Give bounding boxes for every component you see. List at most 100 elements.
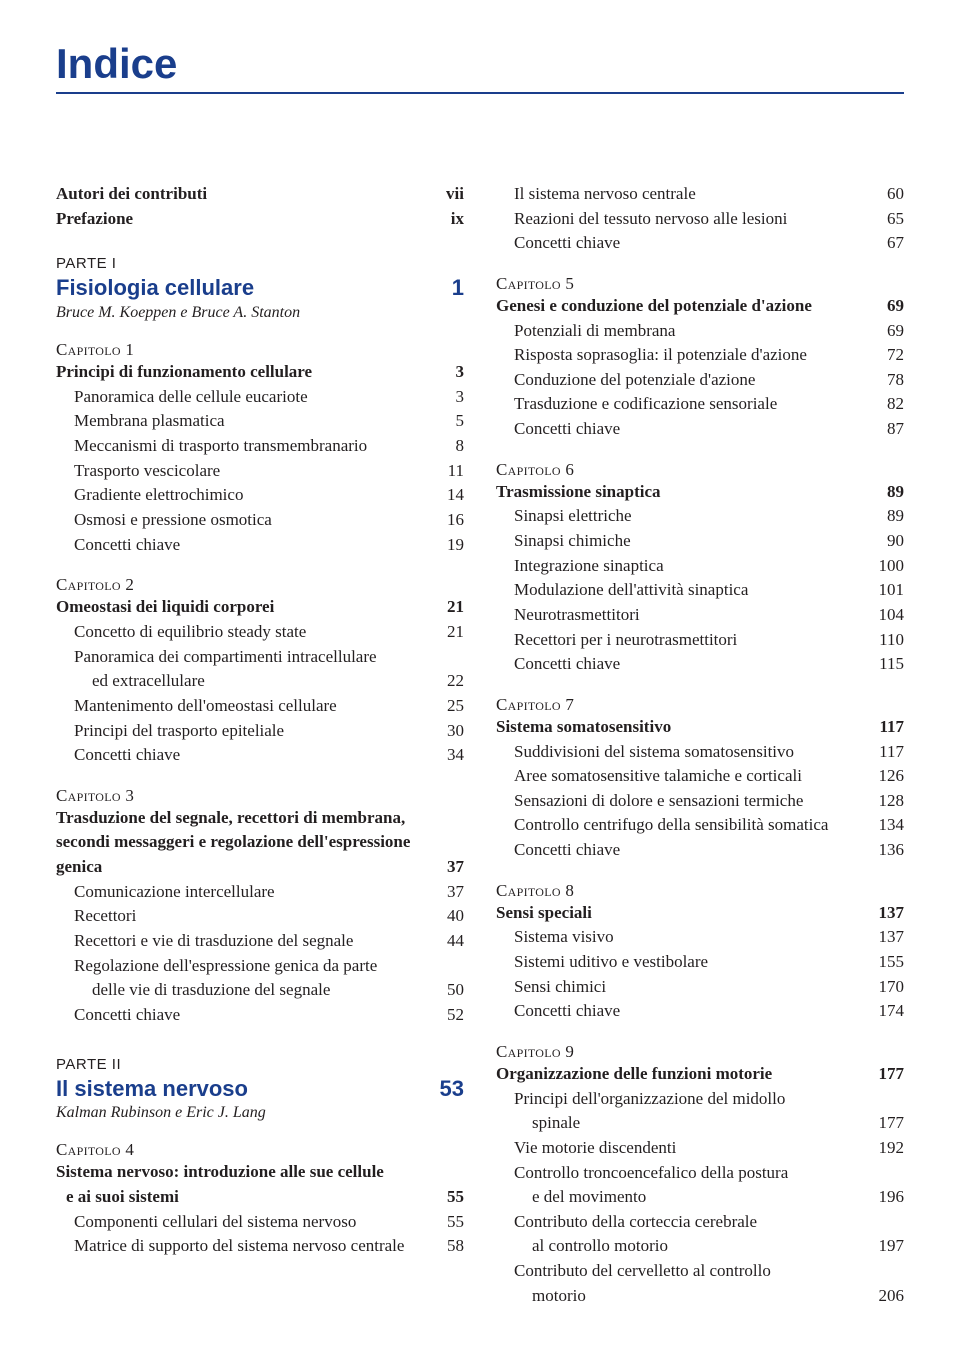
chapter-4-cont-block: Il sistema nervoso centrale60 Reazioni d… — [496, 182, 904, 256]
toc-item: Il sistema nervoso centrale — [514, 182, 872, 207]
chapter-title: Sensi speciali — [496, 901, 872, 926]
toc-page: 192 — [872, 1136, 904, 1161]
chapter-label: Capitolo 9 — [496, 1042, 904, 1062]
toc-page: 65 — [872, 207, 904, 232]
toc-page: 69 — [872, 319, 904, 344]
toc-page: 174 — [872, 999, 904, 1024]
chapter-page: 69 — [872, 294, 904, 319]
toc-page: 87 — [872, 417, 904, 442]
toc-label: Autori dei contributi — [56, 182, 432, 207]
chapter-6-block: Capitolo 6 Trasmissione sinaptica89 Sina… — [496, 460, 904, 677]
chapter-page: 21 — [432, 595, 464, 620]
toc-page: vii — [432, 182, 464, 207]
chapter-title: Genesi e conduzione del potenziale d'azi… — [496, 294, 872, 319]
toc-item: Concetti chiave — [74, 533, 432, 558]
chapter-title: Trasmissione sinaptica — [496, 480, 872, 505]
toc-item: Membrana plasmatica — [74, 409, 432, 434]
part-title: Fisiologia cellulare — [56, 272, 432, 304]
toc-page: 115 — [872, 652, 904, 677]
chapter-title: Omeostasi dei liquidi corporei — [56, 595, 432, 620]
toc-page: 137 — [872, 925, 904, 950]
toc-page: 25 — [432, 694, 464, 719]
chapter-5-block: Capitolo 5 Genesi e conduzione del poten… — [496, 274, 904, 442]
part-label: PARTE I — [56, 255, 464, 272]
chapter-title: e ai suoi sistemi — [56, 1185, 432, 1210]
toc-page: 60 — [872, 182, 904, 207]
part-2-block: PARTE II Il sistema nervoso53 Kalman Rub… — [56, 1056, 464, 1123]
part-page: 1 — [432, 272, 464, 304]
toc-item: Trasduzione e codificazione sensoriale — [514, 392, 872, 417]
toc-item: Comunicazione intercellulare — [74, 880, 432, 905]
toc-page: 196 — [872, 1185, 904, 1210]
toc-page: 37 — [432, 880, 464, 905]
part-label: PARTE II — [56, 1056, 464, 1073]
toc-page: 21 — [432, 620, 464, 645]
part-page: 53 — [432, 1073, 464, 1105]
chapter-label: Capitolo 2 — [56, 575, 464, 595]
toc-page: 11 — [432, 459, 464, 484]
toc-page: 197 — [872, 1234, 904, 1259]
toc-item: Integrazione sinaptica — [514, 554, 872, 579]
toc-item: Reazioni del tessuto nervoso alle lesion… — [514, 207, 872, 232]
toc-item: Concetti chiave — [514, 231, 872, 256]
toc-page: 90 — [872, 529, 904, 554]
part-authors: Bruce M. Koeppen e Bruce A. Stanton — [56, 304, 464, 322]
toc-page: 82 — [872, 392, 904, 417]
toc-item: Matrice di supporto del sistema nervoso … — [74, 1234, 432, 1259]
toc-page: 78 — [872, 368, 904, 393]
toc-page: 206 — [872, 1284, 904, 1309]
chapter-label: Capitolo 1 — [56, 340, 464, 360]
toc-page: 100 — [872, 554, 904, 579]
part-title: Il sistema nervoso — [56, 1073, 432, 1105]
chapter-4-block: Capitolo 4 Sistema nervoso: introduzione… — [56, 1140, 464, 1259]
toc-item-cont: al controllo motorio — [532, 1234, 872, 1259]
toc-page: 110 — [872, 628, 904, 653]
chapter-title: Sistema nervoso: introduzione alle sue c… — [56, 1160, 464, 1185]
toc-item: Neurotrasmettitori — [514, 603, 872, 628]
chapter-page: 117 — [872, 715, 904, 740]
chapter-9-block: Capitolo 9 Organizzazione delle funzioni… — [496, 1042, 904, 1308]
toc-page: 52 — [432, 1003, 464, 1028]
toc-item: Trasporto vescicolare — [74, 459, 432, 484]
toc-item: Sistemi uditivo e vestibolare — [514, 950, 872, 975]
toc-page: 34 — [432, 743, 464, 768]
toc-item: Osmosi e pressione osmotica — [74, 508, 432, 533]
toc-page: 19 — [432, 533, 464, 558]
toc-page: 72 — [872, 343, 904, 368]
chapter-label: Capitolo 7 — [496, 695, 904, 715]
toc-item: Concetti chiave — [514, 417, 872, 442]
toc-page: 117 — [872, 740, 904, 765]
toc-item: Contributo della corteccia cerebrale — [514, 1210, 904, 1235]
toc-page: 155 — [872, 950, 904, 975]
chapter-7-block: Capitolo 7 Sistema somatosensitivo117 Su… — [496, 695, 904, 863]
toc-item: Sensi chimici — [514, 975, 872, 1000]
toc-page: 55 — [432, 1210, 464, 1235]
toc-item: Potenziali di membrana — [514, 319, 872, 344]
toc-page: 89 — [872, 504, 904, 529]
toc-item: Recettori per i neurotrasmettitori — [514, 628, 872, 653]
left-column: Autori dei contributivii Prefazioneix PA… — [56, 182, 464, 1326]
toc-page: 22 — [432, 669, 464, 694]
chapter-label: Capitolo 5 — [496, 274, 904, 294]
toc-item: Componenti cellulari del sistema nervoso — [74, 1210, 432, 1235]
toc-page: 30 — [432, 719, 464, 744]
chapter-8-block: Capitolo 8 Sensi speciali137 Sistema vis… — [496, 881, 904, 1024]
toc-item: Concetto di equilibrio steady state — [74, 620, 432, 645]
toc-item-cont: delle vie di trasduzione del segnale — [92, 978, 432, 1003]
toc-item: Controllo troncoencefalico della postura — [514, 1161, 904, 1186]
chapter-2-block: Capitolo 2 Omeostasi dei liquidi corpore… — [56, 575, 464, 767]
page-title: Indice — [56, 40, 904, 94]
chapter-page: 89 — [872, 480, 904, 505]
toc-page: 44 — [432, 929, 464, 954]
toc-item: Conduzione del potenziale d'azione — [514, 368, 872, 393]
toc-item: Concetti chiave — [74, 1003, 432, 1028]
toc-page: 104 — [872, 603, 904, 628]
chapter-page: 55 — [432, 1185, 464, 1210]
toc-page: 3 — [432, 385, 464, 410]
chapter-title: secondi messaggeri e regolazione dell'es… — [56, 830, 464, 855]
toc-item: Sensazioni di dolore e sensazioni termic… — [514, 789, 872, 814]
toc-page: ix — [432, 207, 464, 232]
toc-item: Suddivisioni del sistema somatosensitivo — [514, 740, 872, 765]
chapter-title: Organizzazione delle funzioni motorie — [496, 1062, 872, 1087]
toc-page: 128 — [872, 789, 904, 814]
